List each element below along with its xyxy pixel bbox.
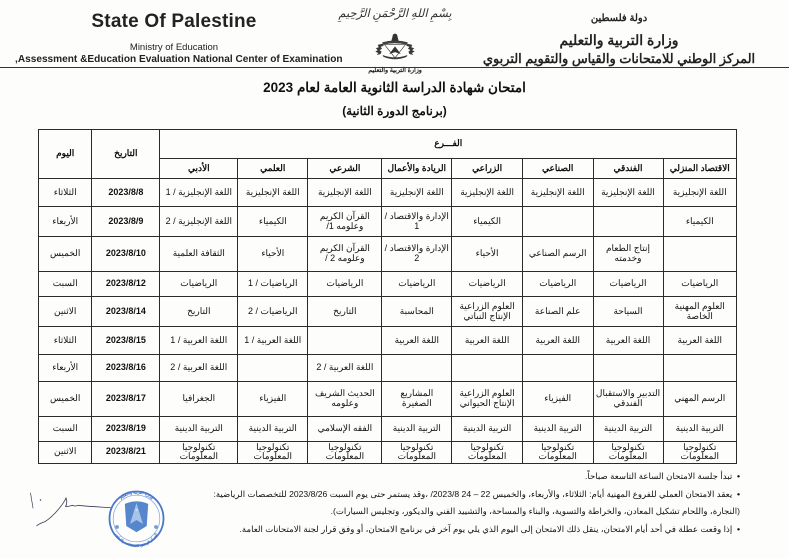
svg-text:بِسْمِ اللهِ الرَّحْمَنِ الرَّ: بِسْمِ اللهِ الرَّحْمَنِ الرَّحِيمِ bbox=[337, 7, 453, 22]
svg-text:المركز الوطني للامتحانات والقي: المركز الوطني للامتحانات والقياس bbox=[114, 532, 158, 549]
